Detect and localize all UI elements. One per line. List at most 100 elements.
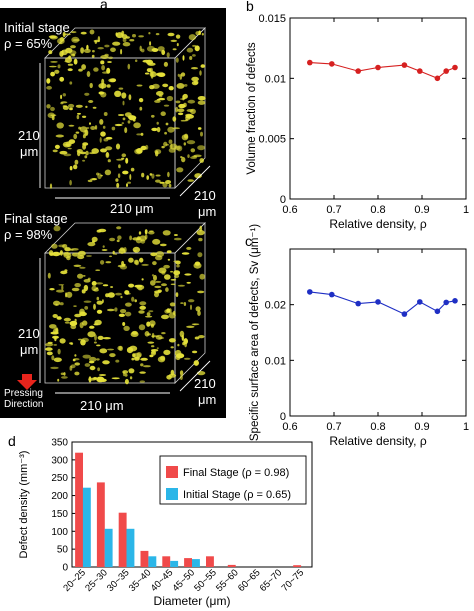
defect-blob <box>84 306 89 310</box>
defect-blob <box>62 93 66 97</box>
defect-blob <box>82 159 86 162</box>
defect-blob <box>62 141 71 148</box>
data-point <box>417 299 423 305</box>
defect-blob <box>138 310 145 314</box>
defect-blob <box>89 178 97 181</box>
defect-blob <box>140 48 145 53</box>
defect-blob <box>118 345 124 351</box>
defect-blob <box>78 68 83 72</box>
defect-blob <box>95 282 104 285</box>
defect-blob <box>185 113 193 117</box>
defect-blob <box>143 365 151 368</box>
defect-blob <box>195 306 201 312</box>
defect-blob <box>199 225 203 232</box>
y-tick-label: 150 <box>51 509 68 520</box>
defect-blob <box>104 44 110 48</box>
bar <box>184 558 192 567</box>
defect-blob <box>91 54 95 58</box>
defect-blob <box>189 56 193 60</box>
defect-blob <box>92 106 97 109</box>
defect-blob <box>71 287 80 292</box>
defect-blob <box>176 83 185 89</box>
defect-blob <box>152 238 161 245</box>
defect-blob <box>167 32 175 37</box>
x-tick-label: 0.6 <box>282 421 297 433</box>
bar <box>293 565 302 567</box>
defect-blob <box>178 103 186 109</box>
defect-blob <box>170 279 177 281</box>
defect-blob <box>124 311 132 317</box>
defect-blob <box>179 374 183 380</box>
defect-blob <box>122 100 125 106</box>
defect-blob <box>168 183 172 188</box>
defect-blob <box>117 235 122 240</box>
defect-blob <box>173 270 181 276</box>
defect-blob <box>51 243 58 249</box>
final-dim-vertical-value: 210 <box>18 326 40 341</box>
defect-blob <box>81 64 86 70</box>
defect-blob <box>51 355 55 361</box>
defect-blob <box>83 300 92 303</box>
initial-stage-rho: ρ = 65% <box>4 36 53 51</box>
y-tick-label: 0.01 <box>265 73 286 85</box>
defect-blob <box>172 48 177 51</box>
defect-blob <box>167 258 171 261</box>
defect-blob <box>73 133 78 140</box>
x-tick-label: 45~50 <box>170 567 197 594</box>
defect-blob <box>102 337 111 340</box>
defect-blob <box>102 125 106 129</box>
defect-blob <box>150 323 154 328</box>
defect-blob <box>68 55 71 60</box>
x-tick-label: 0.8 <box>370 421 385 433</box>
defect-blob <box>142 59 151 63</box>
defect-blob <box>168 86 174 91</box>
defect-blob <box>125 157 129 164</box>
defect-blob <box>116 226 122 230</box>
defect-blob <box>77 273 84 279</box>
defect-blob <box>191 323 200 326</box>
defect-blob <box>176 264 180 268</box>
x-tick-label: 70~75 <box>280 567 307 594</box>
defect-blob <box>102 284 109 287</box>
defect-blob <box>190 304 192 310</box>
defect-blob <box>139 305 146 310</box>
defect-blob <box>156 72 165 77</box>
defect-blob <box>52 149 58 153</box>
defect-blob <box>96 376 105 383</box>
defect-blob <box>59 302 64 306</box>
defect-blob <box>57 348 61 355</box>
data-point <box>401 311 408 317</box>
defect-blob <box>61 285 64 291</box>
defect-blob <box>124 302 132 307</box>
defect-blob <box>193 154 202 158</box>
defect-blob <box>194 45 200 52</box>
defect-blob <box>96 296 100 301</box>
data-point <box>443 68 450 74</box>
defect-blob <box>180 119 187 122</box>
defect-blob <box>57 378 60 382</box>
x-tick-label: 65~70 <box>258 567 285 594</box>
x-tick-label: 0.8 <box>370 204 385 216</box>
defect-blob <box>197 96 206 101</box>
defect-blob <box>75 104 83 108</box>
defect-blob <box>116 239 120 243</box>
panel-label-b: b <box>246 0 254 14</box>
defect-blob <box>89 325 95 329</box>
chart-c: 0.6 0.7 0.8 0.9 1 0 0.01 0.02 Relative density, … <box>249 224 469 448</box>
ct-render <box>39 27 211 394</box>
defect-blob <box>84 92 90 96</box>
defect-blob <box>176 167 184 173</box>
defect-blob <box>88 100 94 103</box>
defect-blob <box>100 174 103 177</box>
defect-blob <box>156 347 159 350</box>
defect-blob <box>60 372 65 376</box>
defect-blob <box>54 144 60 149</box>
defect-blob <box>104 169 112 176</box>
defect-blob <box>154 285 162 289</box>
x-tick-label: 0.9 <box>414 421 429 433</box>
pressing-direction-arrow-icon <box>17 374 37 390</box>
defect-blob <box>89 122 91 125</box>
defect-blob <box>146 312 151 317</box>
defect-blob <box>128 94 132 101</box>
defect-blob <box>132 246 141 253</box>
